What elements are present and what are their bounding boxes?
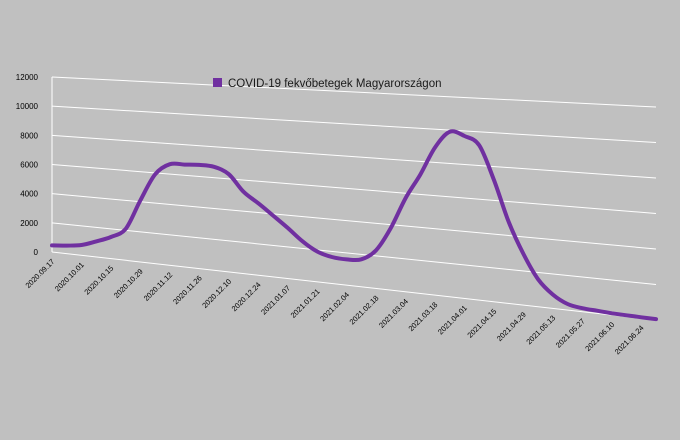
x-tick-label: 2021.06.10 (583, 320, 616, 353)
data-point (198, 163, 201, 166)
legend-swatch (213, 78, 222, 87)
data-point (566, 302, 569, 305)
x-tick-label: 2021.03.04 (377, 297, 410, 330)
x-tick-label: 2021.04.01 (436, 303, 469, 336)
data-point (419, 173, 422, 176)
x-tick-label: 2021.05.13 (524, 313, 557, 346)
x-tick-label: 2021.06.24 (613, 323, 646, 356)
data-point (522, 252, 525, 255)
y-tick-label: 10000 (16, 102, 39, 111)
data-point (478, 144, 481, 147)
data-point (610, 312, 613, 315)
data-point (360, 258, 363, 261)
y-tick-label: 4000 (20, 190, 38, 199)
data-point (154, 173, 157, 176)
x-tick-label: 2020.12.24 (230, 280, 263, 313)
data-point (168, 163, 171, 166)
data-point (640, 316, 643, 319)
data-point (286, 226, 289, 229)
x-tick-label: 2020.11.26 (171, 274, 204, 307)
data-point (345, 258, 348, 261)
x-tick-label: 2020.11.12 (142, 270, 175, 303)
series-layer (50, 129, 658, 322)
data-point (507, 220, 510, 223)
data-point (242, 190, 245, 193)
gridlines (51, 76, 657, 321)
data-point (463, 135, 466, 138)
data-point (257, 202, 260, 205)
data-point (375, 249, 378, 252)
data-point (271, 214, 274, 217)
data-point (227, 173, 230, 176)
data-point (183, 163, 186, 166)
data-point (434, 146, 437, 149)
x-tick-label: 2020.10.01 (53, 260, 86, 293)
x-tick-label: 2021.04.15 (465, 307, 498, 340)
gridline-6000 (51, 164, 657, 214)
data-point (316, 250, 319, 253)
x-tick-label: 2020.10.29 (112, 267, 145, 300)
data-point (109, 236, 112, 239)
x-axis: 2020.09.172020.10.012020.10.152020.10.29… (24, 257, 646, 356)
data-point (448, 130, 451, 133)
x-tick-label: 2020.12.10 (200, 277, 233, 310)
x-tick-label: 2021.01.07 (259, 284, 292, 317)
gridline-8000 (51, 134, 657, 179)
y-axis: 0 2000 4000 6000 8000 10000 12000 (16, 73, 39, 257)
data-point (596, 309, 599, 312)
data-point (301, 240, 304, 243)
data-point (139, 199, 142, 202)
data-point (581, 307, 584, 310)
data-point (80, 244, 83, 247)
y-tick-label: 8000 (20, 131, 38, 140)
x-tick-label: 2021.05.27 (554, 317, 587, 350)
x-tick-label: 2021.03.18 (407, 300, 440, 333)
gridline-4000 (51, 193, 657, 250)
legend: COVID-19 fekvőbetegek Magyarországon (213, 78, 442, 90)
data-point (65, 244, 68, 247)
x-tick-label: 2021.04.29 (495, 310, 528, 343)
y-tick-label: 2000 (20, 219, 38, 228)
data-point (492, 179, 495, 182)
data-point (389, 226, 392, 229)
data-point (330, 256, 333, 259)
data-point (51, 244, 54, 247)
gridline-0 (51, 251, 657, 321)
x-tick-label: 2020.09.17 (24, 257, 57, 290)
data-point (213, 165, 216, 168)
data-point (124, 227, 127, 230)
x-tick-label: 2021.02.04 (318, 290, 351, 323)
data-point (537, 278, 540, 281)
y-tick-label: 12000 (16, 73, 39, 82)
series-line (50, 129, 658, 322)
gridline-10000 (51, 105, 657, 143)
legend-label: COVID-19 fekvőbetegek Magyarországon (228, 78, 442, 90)
y-tick-label: 0 (34, 248, 39, 257)
x-tick-label: 2020.10.15 (82, 264, 115, 297)
data-point (655, 318, 658, 321)
data-point (95, 240, 98, 243)
data-point (625, 314, 628, 317)
x-tick-label: 2021.02.18 (348, 294, 381, 327)
gridline-2000 (51, 222, 657, 285)
data-point (551, 293, 554, 296)
gridline-12000 (51, 76, 657, 108)
x-tick-label: 2021.01.21 (289, 287, 322, 320)
data-point (404, 197, 407, 200)
y-tick-label: 6000 (20, 161, 38, 170)
